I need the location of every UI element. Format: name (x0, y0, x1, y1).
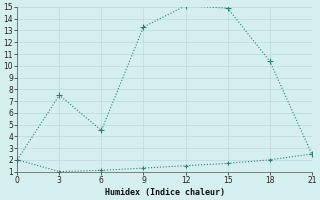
X-axis label: Humidex (Indice chaleur): Humidex (Indice chaleur) (105, 188, 225, 197)
